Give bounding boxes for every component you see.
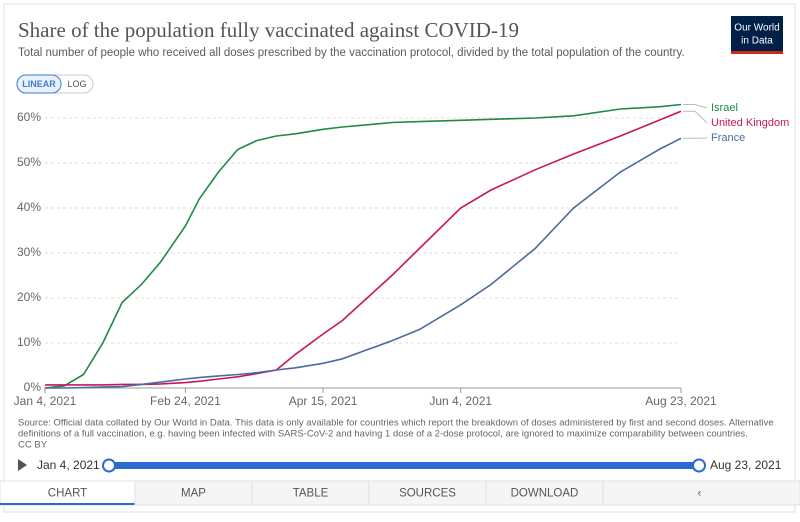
y-tick-label: 10% bbox=[17, 335, 41, 349]
tab-label[interactable]: SOURCES bbox=[399, 488, 456, 500]
y-tick-label: 0% bbox=[24, 380, 42, 394]
source-text: Source: Official data collated by Our Wo… bbox=[18, 418, 774, 429]
license[interactable]: CC BY bbox=[18, 440, 48, 451]
y-tick-label: 30% bbox=[17, 245, 41, 259]
tab-label[interactable]: DOWNLOAD bbox=[511, 488, 579, 500]
scale-button[interactable]: LINEAR bbox=[22, 79, 56, 89]
timeline-handle[interactable] bbox=[103, 460, 115, 472]
tab-label[interactable]: CHART bbox=[48, 488, 87, 500]
timeline-track[interactable] bbox=[109, 462, 699, 469]
legend-label[interactable]: United Kingdom bbox=[711, 117, 789, 129]
scale-button[interactable]: LOG bbox=[67, 79, 86, 89]
x-tick-label: Jan 4, 2021 bbox=[14, 394, 77, 408]
y-tick-label: 20% bbox=[17, 290, 41, 304]
x-tick-label: Aug 23, 2021 bbox=[645, 394, 717, 408]
timeline-start: Jan 4, 2021 bbox=[37, 458, 100, 472]
timeline-handle[interactable] bbox=[693, 460, 705, 472]
share-icon[interactable]: ‹ bbox=[698, 487, 702, 499]
timeline-end: Aug 23, 2021 bbox=[710, 458, 782, 472]
x-tick-label: Jun 4, 2021 bbox=[429, 394, 492, 408]
x-tick-label: Feb 24, 2021 bbox=[150, 394, 221, 408]
tab-active-bar bbox=[0, 503, 135, 505]
logo-text: Our World bbox=[734, 23, 779, 34]
tab-label[interactable]: TABLE bbox=[293, 488, 329, 500]
x-tick-label: Apr 15, 2021 bbox=[289, 394, 358, 408]
logo-bar bbox=[731, 51, 783, 54]
legend-label[interactable]: Israel bbox=[711, 102, 738, 114]
chart-subtitle: Total number of people who received all … bbox=[18, 47, 685, 59]
tab-label[interactable]: MAP bbox=[181, 488, 206, 500]
y-tick-label: 60% bbox=[17, 110, 41, 124]
y-tick-label: 40% bbox=[17, 200, 41, 214]
y-tick-label: 50% bbox=[17, 155, 41, 169]
chart-title: Share of the population fully vaccinated… bbox=[18, 18, 519, 42]
logo-text: in Data bbox=[741, 36, 773, 47]
legend-label[interactable]: France bbox=[711, 132, 745, 144]
tab[interactable] bbox=[603, 481, 800, 505]
source-text: definitions of a full vaccination, e.g. … bbox=[18, 429, 748, 440]
